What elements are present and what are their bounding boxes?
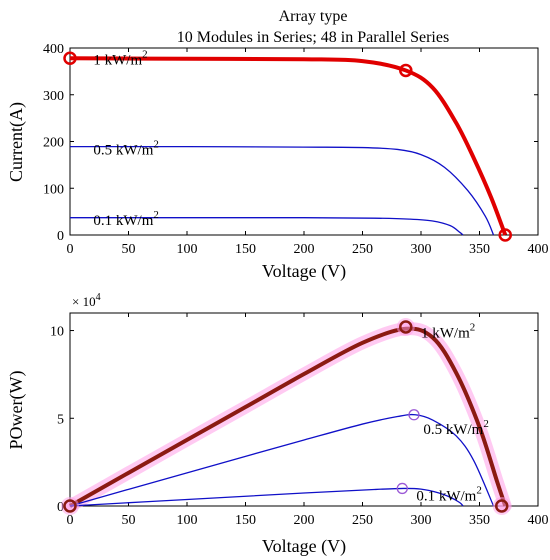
- iv-y-tick-label: 200: [43, 136, 64, 151]
- pv-x-tick-label: 200: [294, 513, 315, 528]
- pv-operating-point-marker: [63, 499, 77, 513]
- iv-x-tick-label: 50: [122, 242, 136, 257]
- pv-x-tick-label: 150: [235, 513, 256, 528]
- chart-title-line1: Array type: [279, 8, 348, 25]
- pv-x-tick-label: 0: [67, 513, 74, 528]
- pv-series-line-0-1kw: [69, 487, 464, 507]
- pv-series-halo-1kw: [63, 322, 512, 513]
- pv-mpp-marker: [396, 482, 408, 495]
- pv-markers: [61, 318, 511, 515]
- iv-x-tick-label: 250: [352, 242, 373, 257]
- iv-markers: [63, 51, 512, 242]
- iv-x-tick-label: 100: [177, 242, 198, 257]
- pv-mpp-marker: [408, 409, 420, 421]
- iv-x-tick-label: 0: [67, 242, 74, 257]
- pv-x-ticks: 0 50 100 150 200 250 300 350 400: [67, 313, 549, 528]
- pv-x-tick-label: 350: [469, 513, 490, 528]
- pv-x-tick-label: 400: [528, 513, 549, 528]
- pv-axes: 0 50 100 150 200 250 300 350 400 0 5 10 1 kW/m2 0.5…: [6, 292, 549, 557]
- iv-series-line-0-5kw: [69, 145, 495, 236]
- chart-title-line2: 10 Modules in Series; 48 in Parallel Ser…: [177, 29, 449, 46]
- pv-series-line-1kw: [69, 326, 508, 508]
- pv-x-axis-label: Voltage (V): [262, 536, 346, 557]
- pv-series: [63, 322, 512, 513]
- pv-y-tick-label: 10: [50, 325, 64, 340]
- pv-series-label: 1 kW/m2: [421, 321, 475, 341]
- pv-series-labels: 1 kW/m2 0.5 kW/m2 0.1 kW/m2: [416, 321, 489, 504]
- iv-series-label: 1 kW/m2: [93, 49, 147, 69]
- iv-y-tick-label: 100: [43, 182, 64, 197]
- iv-x-tick-label: 200: [294, 242, 315, 257]
- pv-x-tick-label: 50: [122, 513, 136, 528]
- iv-y-tick-label: 300: [43, 89, 64, 104]
- iv-operating-point-marker: [63, 51, 77, 66]
- pv-x-tick-label: 300: [411, 513, 432, 528]
- iv-x-axis-label: Voltage (V): [262, 261, 346, 282]
- pv-y-tick-label: 5: [57, 412, 64, 427]
- pv-y-axis-label: POwer(W): [6, 371, 27, 450]
- iv-y-tick-label: 0: [57, 229, 64, 244]
- pv-y-tick-label: 0: [57, 500, 64, 515]
- iv-series-line-0-1kw: [70, 217, 464, 236]
- pv-operating-point-marker: [494, 499, 509, 513]
- iv-y-ticks: 0 100 200 300 400: [43, 42, 538, 244]
- iv-axes: 0 50 100 150 200 250 300 350 400 0 100 200 300 400 1…: [6, 42, 549, 282]
- iv-x-tick-label: 150: [235, 242, 256, 257]
- pv-y-ticks: 0 5 10: [50, 325, 538, 515]
- iv-x-tick-label: 350: [469, 242, 490, 257]
- pv-x-tick-label: 250: [352, 513, 373, 528]
- iv-operating-point-marker: [399, 63, 413, 78]
- iv-series-labels: 1 kW/m2 0.5 kW/m2 0.1 kW/m2: [93, 49, 158, 229]
- iv-series-label: 0.1 kW/m2: [93, 209, 158, 229]
- iv-x-tick-label: 300: [411, 242, 432, 257]
- iv-series-label: 0.5 kW/m2: [93, 138, 158, 158]
- iv-y-axis-label: Current(A): [6, 102, 27, 182]
- pv-series-label: 0.5 kW/m2: [423, 418, 489, 438]
- pv-x-tick-label: 100: [177, 513, 198, 528]
- iv-y-tick-label: 400: [43, 42, 64, 57]
- pv-series-label: 0.1 kW/m2: [416, 484, 482, 504]
- iv-operating-point-marker: [498, 228, 512, 242]
- iv-x-tick-label: 400: [528, 242, 549, 257]
- iv-x-ticks: 0 50 100 150 200 250 300 350 400: [67, 48, 549, 257]
- pv-series-line-0-5kw: [69, 413, 495, 507]
- pv-operating-point-marker: [399, 320, 413, 334]
- pv-exponent-label: × 104: [72, 292, 101, 309]
